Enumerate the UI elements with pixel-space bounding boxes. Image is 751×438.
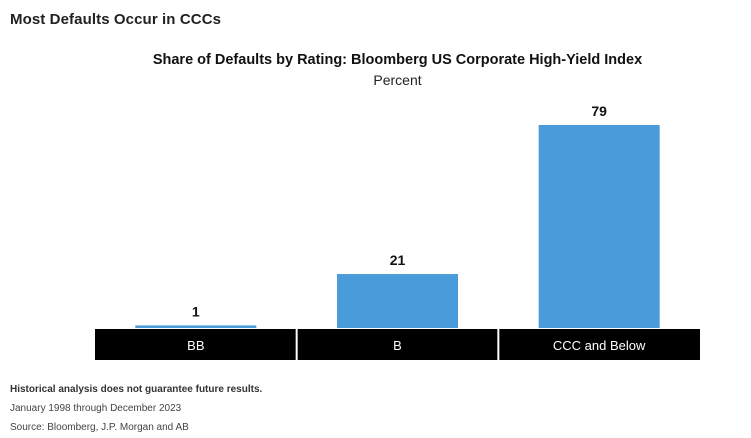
period-note: January 1998 through December 2023 bbox=[10, 403, 182, 414]
category-label: BB bbox=[187, 338, 204, 353]
category-label: CCC and Below bbox=[553, 338, 646, 353]
bar-b bbox=[337, 274, 458, 328]
disclaimer-note: Historical analysis does not guarantee f… bbox=[10, 384, 263, 395]
category-label: B bbox=[393, 338, 402, 353]
chart-notes: Historical analysis does not guarantee f… bbox=[10, 380, 262, 437]
category-band bbox=[95, 329, 700, 360]
chart-title: Share of Defaults by Rating: Bloomberg U… bbox=[152, 52, 643, 68]
source-note: Source: Bloomberg, J.P. Morgan and AB bbox=[10, 422, 189, 433]
data-label: 21 bbox=[390, 252, 406, 268]
data-label: 1 bbox=[192, 303, 200, 319]
chart-subtitle: Percent bbox=[373, 72, 422, 88]
category-separator bbox=[295, 329, 298, 360]
category-separator bbox=[497, 329, 500, 360]
page-title: Most Defaults Occur in CCCs bbox=[10, 11, 222, 28]
bar-ccc-and-below bbox=[538, 125, 660, 328]
bar-bb bbox=[135, 325, 257, 328]
data-label: 79 bbox=[591, 103, 607, 119]
